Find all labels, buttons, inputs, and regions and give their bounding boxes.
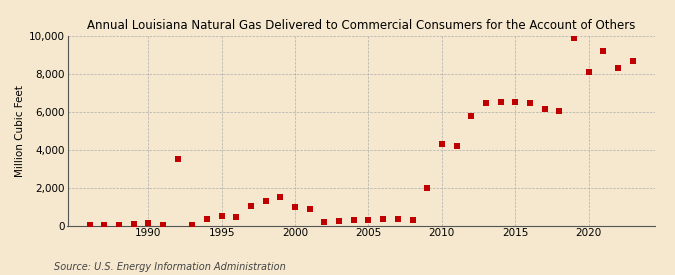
Point <box>319 219 330 224</box>
Point <box>363 218 374 222</box>
Point <box>422 186 433 191</box>
Point <box>113 222 124 227</box>
Point <box>333 219 344 223</box>
Point <box>348 218 359 222</box>
Point <box>627 59 638 64</box>
Point <box>539 107 550 111</box>
Point <box>261 199 271 203</box>
Point <box>378 217 389 221</box>
Point <box>84 223 95 227</box>
Text: Source: U.S. Energy Information Administration: Source: U.S. Energy Information Administ… <box>54 262 286 272</box>
Point <box>128 221 139 226</box>
Point <box>481 101 491 105</box>
Point <box>275 195 286 199</box>
Point <box>216 214 227 218</box>
Point <box>187 222 198 227</box>
Point <box>568 35 579 40</box>
Point <box>143 221 154 225</box>
Point <box>157 222 168 227</box>
Point <box>466 114 477 119</box>
Y-axis label: Million Cubic Feet: Million Cubic Feet <box>15 85 24 177</box>
Point <box>99 223 109 227</box>
Point <box>172 157 183 161</box>
Point <box>554 109 565 113</box>
Point <box>231 215 242 219</box>
Point <box>202 217 213 221</box>
Point <box>246 204 256 208</box>
Point <box>407 218 418 222</box>
Point <box>510 100 520 104</box>
Point <box>495 100 506 104</box>
Point <box>304 207 315 211</box>
Point <box>290 205 300 210</box>
Point <box>598 49 609 53</box>
Title: Annual Louisiana Natural Gas Delivered to Commercial Consumers for the Account o: Annual Louisiana Natural Gas Delivered t… <box>87 19 635 32</box>
Point <box>392 217 403 221</box>
Point <box>613 66 624 70</box>
Point <box>451 144 462 148</box>
Point <box>583 70 594 74</box>
Point <box>524 101 535 105</box>
Point <box>437 142 448 146</box>
